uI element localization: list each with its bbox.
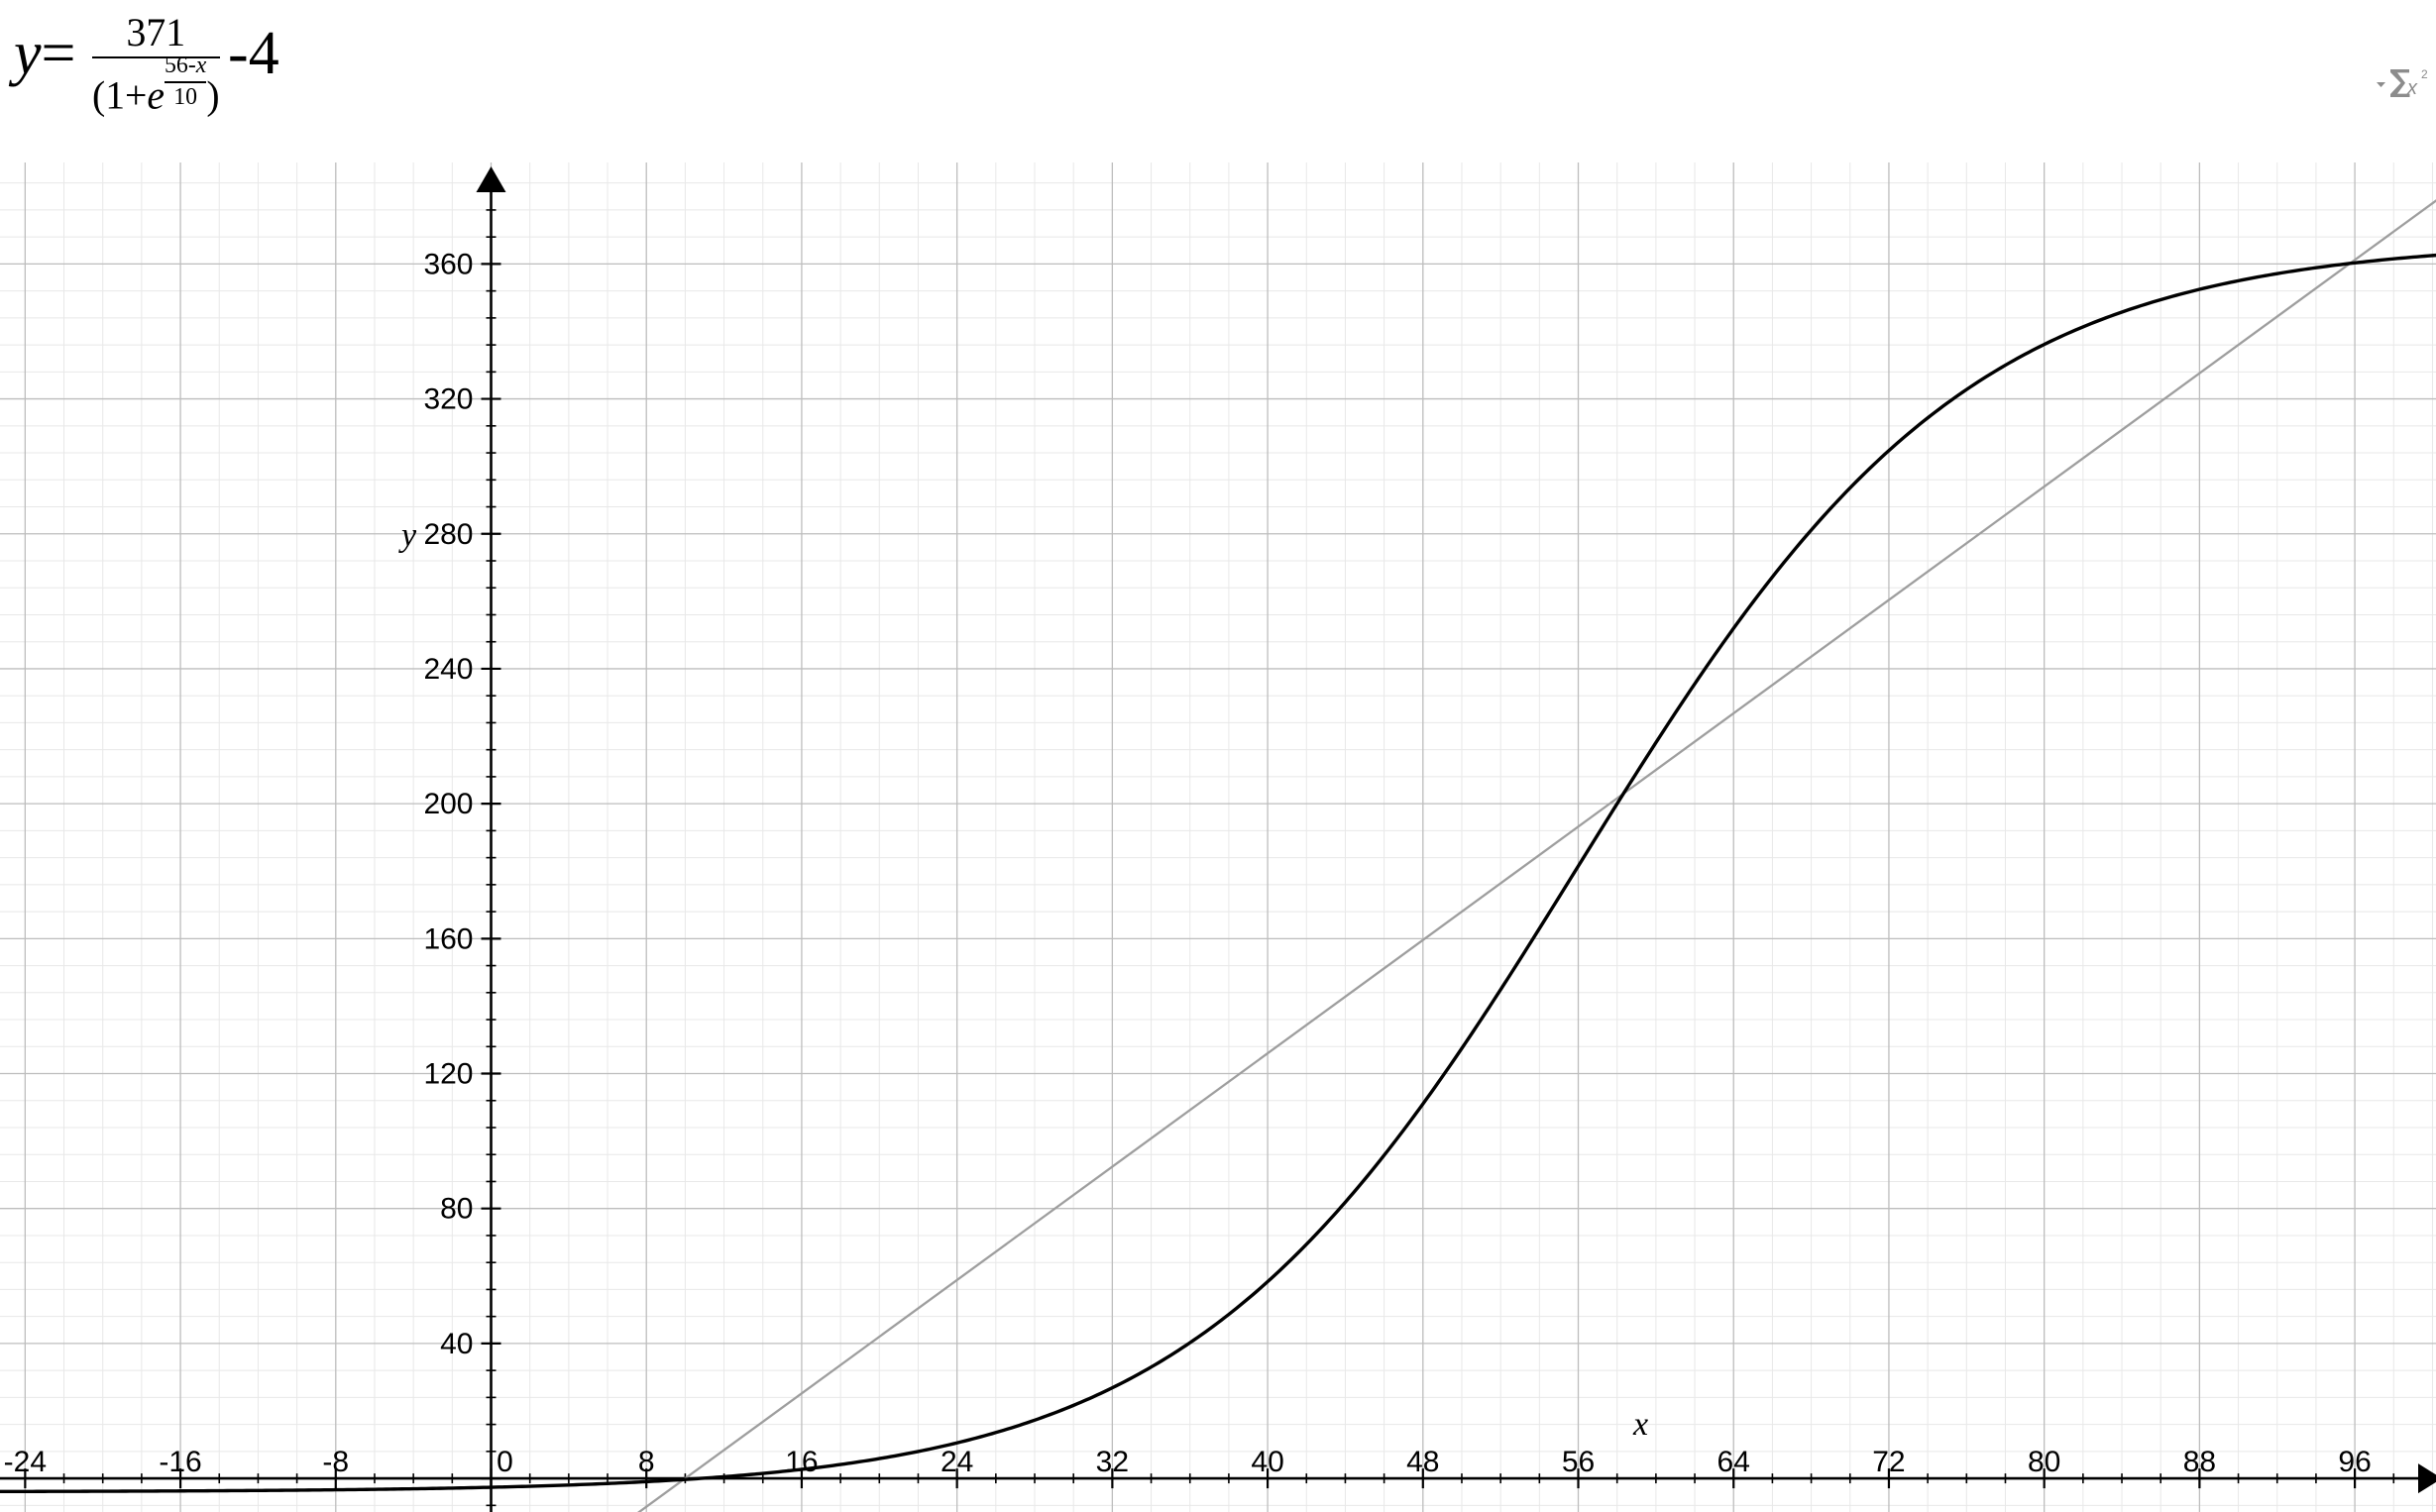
svg-text:120: 120	[423, 1058, 473, 1091]
svg-text:32: 32	[1096, 1446, 1129, 1478]
svg-text:-24: -24	[4, 1446, 47, 1478]
svg-text:8: 8	[638, 1446, 655, 1478]
svg-text:360: 360	[423, 248, 473, 280]
svg-text:80: 80	[440, 1193, 473, 1226]
svg-text:-8: -8	[322, 1446, 349, 1478]
svg-text:-16: -16	[159, 1446, 201, 1478]
svg-text:200: 200	[423, 788, 473, 820]
svg-text:320: 320	[423, 383, 473, 416]
svg-text:160: 160	[423, 922, 473, 955]
svg-text:16: 16	[785, 1446, 818, 1478]
svg-text:2: 2	[2421, 67, 2428, 81]
svg-text:48: 48	[1406, 1446, 1439, 1478]
svg-text:y: y	[398, 517, 417, 554]
svg-text:56: 56	[1562, 1446, 1595, 1478]
svg-text:280: 280	[423, 518, 473, 551]
svg-text:x: x	[1632, 1406, 1648, 1443]
svg-text:72: 72	[1872, 1446, 1905, 1478]
svg-text:96: 96	[2338, 1446, 2371, 1478]
svg-text:240: 240	[423, 653, 473, 686]
svg-text:80: 80	[2028, 1446, 2060, 1478]
svg-text:24: 24	[941, 1446, 973, 1478]
svg-text:0: 0	[497, 1446, 513, 1478]
svg-text:40: 40	[440, 1328, 473, 1360]
svg-text:40: 40	[1251, 1446, 1283, 1478]
svg-text:64: 64	[1717, 1446, 1750, 1478]
svg-text:x: x	[2406, 77, 2418, 99]
svg-text:88: 88	[2183, 1446, 2216, 1478]
